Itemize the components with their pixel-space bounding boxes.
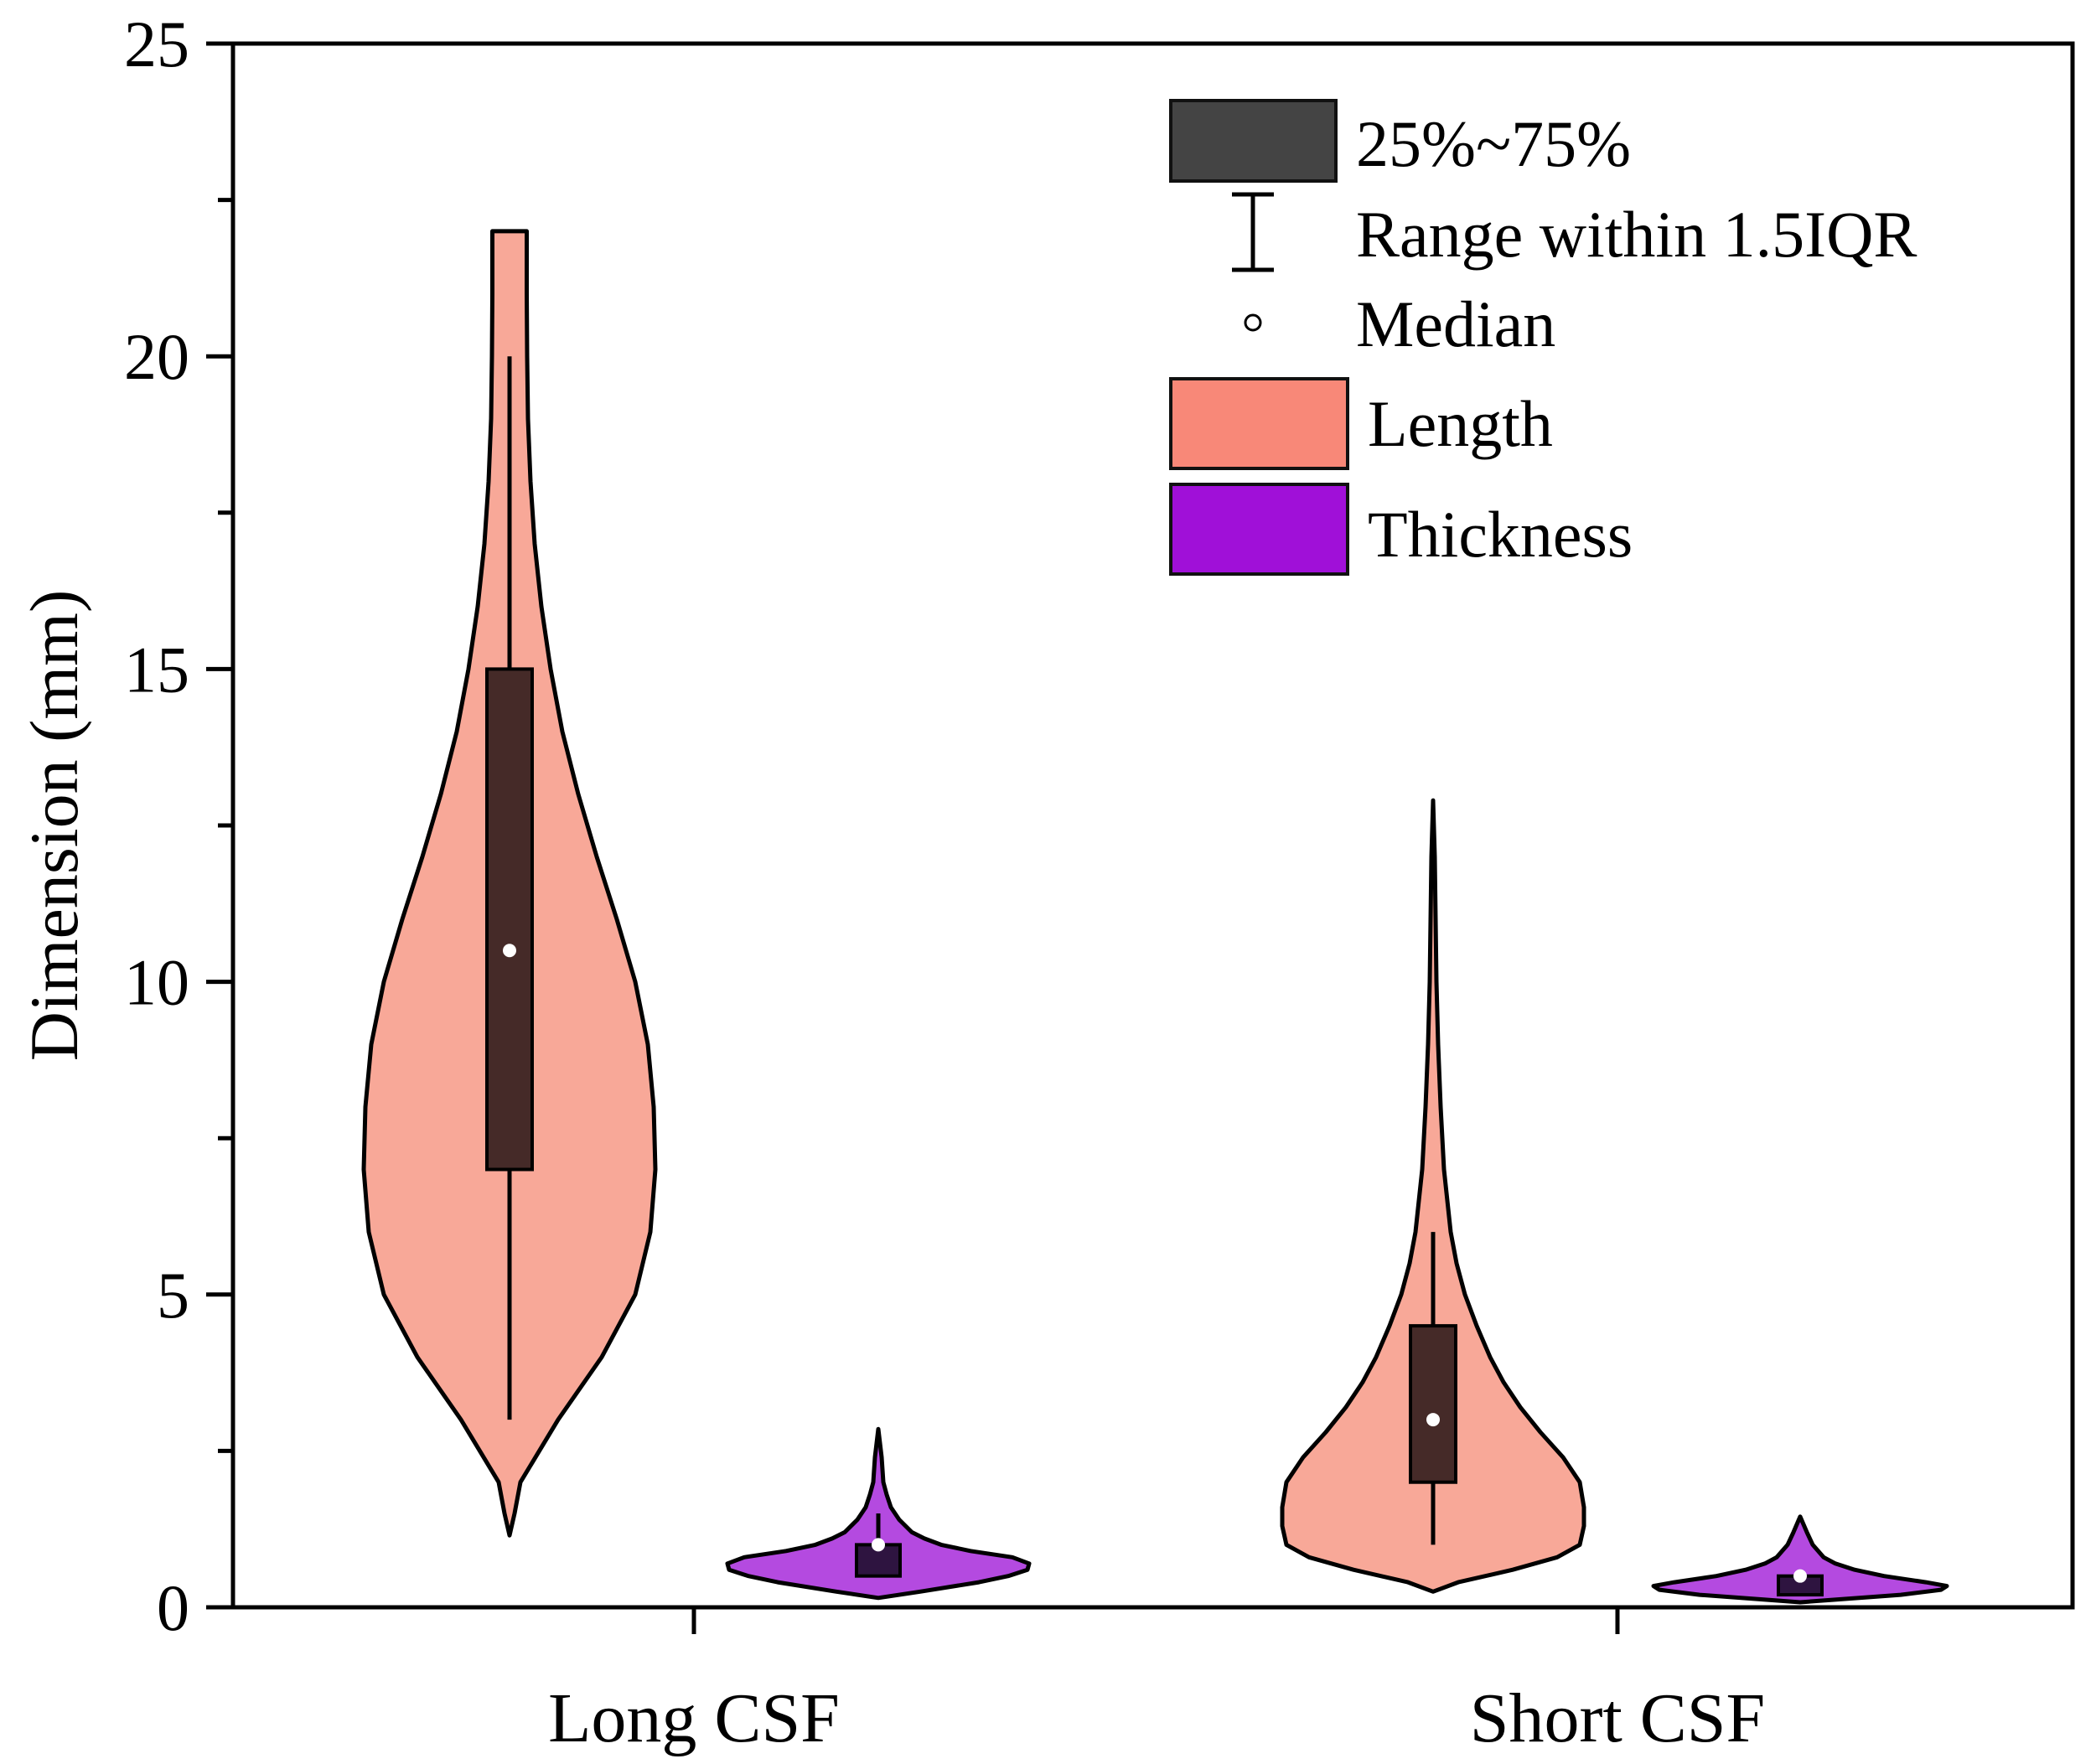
- iqr-box-length-long-csf: [485, 667, 534, 1172]
- violin-length-short-csf: [1280, 798, 1586, 1594]
- legend-box-label: 25%~75%: [1356, 107, 1631, 180]
- violin-thickness-short-csf: [1651, 1514, 1949, 1605]
- legend: 25%~75% Range within 1.5IQR Median Lengt…: [1169, 99, 1917, 576]
- legend-length-label: Length: [1368, 387, 1553, 460]
- legend-box-swatch: [1169, 99, 1338, 183]
- legend-whisker-swatch: [1232, 192, 1274, 272]
- median-thickness-long-csf: [872, 1538, 885, 1552]
- legend-thickness-label: Thickness: [1368, 498, 1633, 571]
- y-axis: 0 5 10 15 20 25: [124, 8, 233, 1644]
- legend-thickness-swatch: [1169, 483, 1349, 576]
- y-tick-label-25: 25: [124, 8, 189, 80]
- x-axis: Long CSF Short CSF: [548, 1607, 1765, 1757]
- y-tick-label-5: 5: [157, 1259, 189, 1332]
- y-axis-title: Dimension (mm): [16, 590, 92, 1062]
- x-category-short-csf: Short CSF: [1470, 1679, 1766, 1757]
- y-tick-label-15: 15: [124, 633, 189, 706]
- y-tick-label-0: 0: [157, 1571, 189, 1644]
- violins: [361, 229, 1949, 1605]
- median-length-long-csf: [503, 944, 516, 958]
- legend-length-swatch: [1169, 377, 1349, 470]
- y-tick-label-20: 20: [124, 320, 189, 393]
- median-length-short-csf: [1426, 1413, 1440, 1427]
- legend-whisker-label: Range within 1.5IQR: [1356, 198, 1917, 271]
- legend-median-label: Median: [1356, 287, 1555, 360]
- median-thickness-short-csf: [1793, 1569, 1807, 1583]
- iqr-box-length-short-csf: [1409, 1324, 1457, 1484]
- legend-median-swatch: [1244, 313, 1262, 332]
- y-tick-label-10: 10: [124, 946, 189, 1019]
- x-category-long-csf: Long CSF: [548, 1679, 840, 1757]
